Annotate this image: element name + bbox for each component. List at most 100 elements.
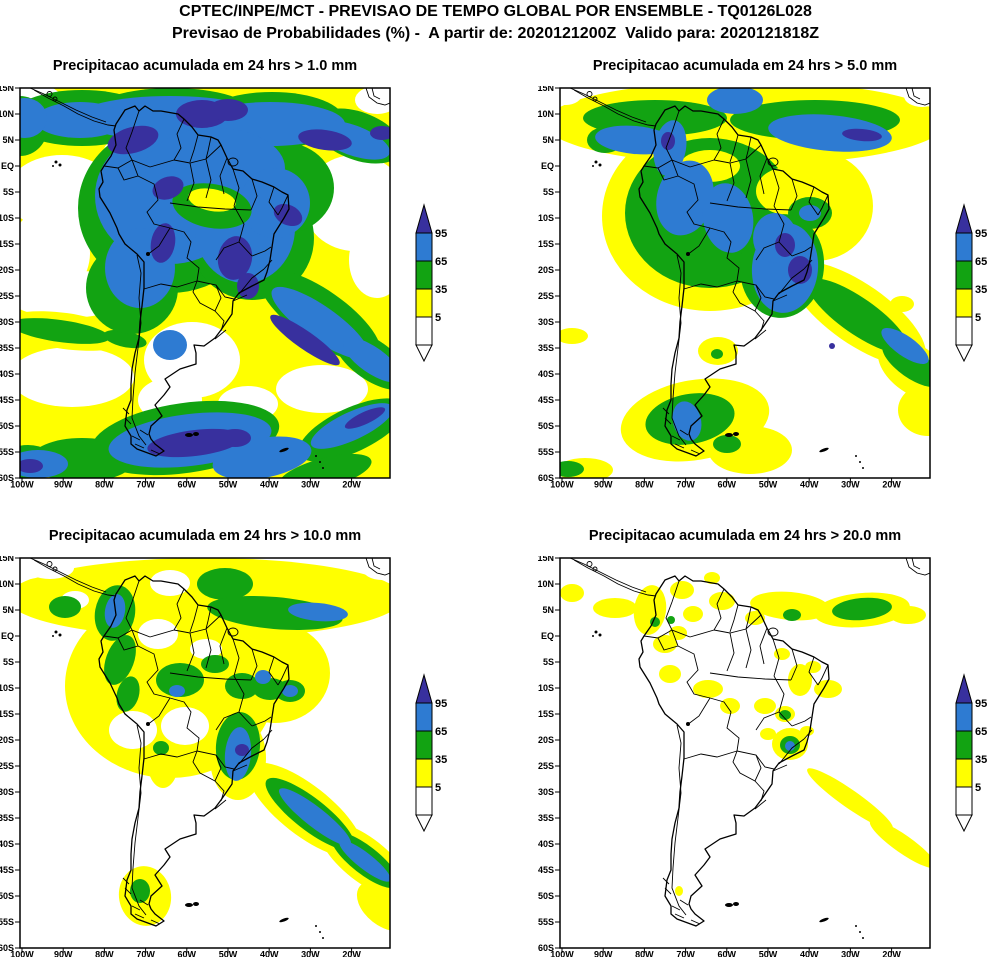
svg-text:15S: 15S xyxy=(538,709,554,719)
svg-text:70W: 70W xyxy=(136,480,155,490)
svg-text:40W: 40W xyxy=(260,950,279,957)
svg-text:95: 95 xyxy=(435,228,447,240)
svg-text:35: 35 xyxy=(435,754,447,766)
svg-text:30S: 30S xyxy=(0,787,14,797)
svg-text:5: 5 xyxy=(975,312,981,324)
svg-text:60S: 60S xyxy=(538,473,554,483)
svg-text:65: 65 xyxy=(435,256,447,268)
svg-text:20W: 20W xyxy=(342,480,361,490)
svg-text:55S: 55S xyxy=(538,447,554,457)
svg-text:10S: 10S xyxy=(538,213,554,223)
svg-text:10S: 10S xyxy=(0,213,14,223)
svg-text:70W: 70W xyxy=(676,480,695,490)
colorbar-1: 95 65 35 5 xyxy=(415,203,447,363)
svg-text:5S: 5S xyxy=(3,187,14,197)
svg-text:45S: 45S xyxy=(0,865,14,875)
svg-text:15N: 15N xyxy=(538,556,554,563)
svg-text:70W: 70W xyxy=(136,950,155,957)
svg-text:50S: 50S xyxy=(0,421,14,431)
svg-text:50W: 50W xyxy=(759,480,778,490)
panel-title-2: Precipitacao acumulada em 24 hrs > 5.0 m… xyxy=(592,58,898,74)
svg-text:100W: 100W xyxy=(550,950,574,957)
svg-text:50W: 50W xyxy=(759,950,778,957)
svg-text:35: 35 xyxy=(435,284,447,296)
colorbar-4: 95 65 35 5 xyxy=(955,673,987,833)
svg-text:100W: 100W xyxy=(10,950,34,957)
svg-text:EQ: EQ xyxy=(1,161,14,171)
svg-text:5N: 5N xyxy=(542,605,554,615)
map-figure-1: 15N 10N 5N EQ 5S 10S 15S 20S 25S 30S 35S 40S 45S 50S 5… xyxy=(0,86,391,490)
svg-text:35S: 35S xyxy=(538,813,554,823)
svg-text:20W: 20W xyxy=(342,950,361,957)
svg-text:50S: 50S xyxy=(0,891,14,901)
svg-text:30S: 30S xyxy=(538,317,554,327)
svg-text:80W: 80W xyxy=(95,480,114,490)
svg-text:5: 5 xyxy=(435,312,441,324)
svg-text:100W: 100W xyxy=(550,480,574,490)
colorbar-2: 95 65 35 5 xyxy=(955,203,987,363)
svg-text:35: 35 xyxy=(975,754,987,766)
svg-text:90W: 90W xyxy=(54,480,73,490)
svg-text:10S: 10S xyxy=(0,683,14,693)
svg-text:80W: 80W xyxy=(635,950,654,957)
svg-text:10N: 10N xyxy=(0,579,14,589)
svg-text:60S: 60S xyxy=(0,473,14,483)
svg-text:65: 65 xyxy=(975,726,987,738)
svg-text:25S: 25S xyxy=(0,291,14,301)
svg-text:60W: 60W xyxy=(718,950,737,957)
svg-text:40W: 40W xyxy=(260,480,279,490)
svg-text:25S: 25S xyxy=(538,761,554,771)
svg-text:5S: 5S xyxy=(543,657,554,667)
svg-text:100W: 100W xyxy=(10,480,34,490)
svg-text:90W: 90W xyxy=(54,950,73,957)
svg-text:60W: 60W xyxy=(178,950,197,957)
svg-text:5N: 5N xyxy=(542,135,554,145)
svg-text:40S: 40S xyxy=(538,369,554,379)
svg-text:60W: 60W xyxy=(178,480,197,490)
map-figure-3: 15N 10N 5N EQ 5S 10S 15S 20S 25S 30S 35S 40S 45S 50S 5… xyxy=(0,556,391,957)
svg-text:45S: 45S xyxy=(538,395,554,405)
svg-text:55S: 55S xyxy=(538,917,554,927)
svg-text:50S: 50S xyxy=(538,891,554,901)
panel-title-1: Precipitacao acumulada em 24 hrs > 1.0 m… xyxy=(52,58,358,74)
svg-text:30W: 30W xyxy=(301,480,320,490)
svg-text:30W: 30W xyxy=(841,480,860,490)
svg-text:90W: 90W xyxy=(594,950,613,957)
svg-text:55S: 55S xyxy=(0,447,14,457)
svg-text:15S: 15S xyxy=(0,709,14,719)
svg-text:50W: 50W xyxy=(219,950,238,957)
svg-text:25S: 25S xyxy=(538,291,554,301)
svg-text:20S: 20S xyxy=(0,265,14,275)
svg-text:95: 95 xyxy=(975,698,987,710)
panel-title-3: Precipitacao acumulada em 24 hrs > 10.0 … xyxy=(48,528,362,544)
svg-text:40S: 40S xyxy=(0,839,14,849)
svg-text:15S: 15S xyxy=(0,239,14,249)
svg-text:30W: 30W xyxy=(841,950,860,957)
colorbar-3: 95 65 35 5 xyxy=(415,673,447,833)
svg-text:40W: 40W xyxy=(800,950,819,957)
svg-text:5: 5 xyxy=(435,782,441,794)
svg-text:15N: 15N xyxy=(0,556,14,563)
svg-text:5: 5 xyxy=(975,782,981,794)
svg-text:65: 65 xyxy=(975,256,987,268)
svg-text:45S: 45S xyxy=(538,865,554,875)
map-figure-4: 15N 10N 5N EQ 5S 10S 15S 20S 25S 30S 35S 40S 45S 50S 5… xyxy=(538,556,931,957)
svg-text:70W: 70W xyxy=(676,950,695,957)
svg-text:10N: 10N xyxy=(0,109,14,119)
svg-text:60S: 60S xyxy=(538,943,554,953)
svg-text:10N: 10N xyxy=(538,109,554,119)
svg-text:20W: 20W xyxy=(882,950,901,957)
svg-text:20W: 20W xyxy=(882,480,901,490)
svg-text:40S: 40S xyxy=(538,839,554,849)
svg-text:25S: 25S xyxy=(0,761,14,771)
svg-text:35S: 35S xyxy=(538,343,554,353)
svg-text:5S: 5S xyxy=(3,657,14,667)
svg-text:EQ: EQ xyxy=(1,631,14,641)
svg-text:EQ: EQ xyxy=(541,631,554,641)
svg-text:15S: 15S xyxy=(538,239,554,249)
svg-text:50W: 50W xyxy=(219,480,238,490)
svg-text:80W: 80W xyxy=(635,480,654,490)
svg-text:30W: 30W xyxy=(301,950,320,957)
svg-text:15N: 15N xyxy=(538,86,554,93)
